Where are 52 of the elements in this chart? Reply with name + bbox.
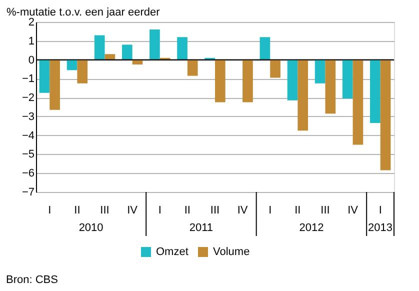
y-tick-label: −3 [22,110,34,123]
bar [94,35,105,60]
bar [150,30,160,60]
x-tick-label: IV [127,204,138,216]
text: Bron: CBS [6,274,58,286]
y-tick-label: −5 [22,148,34,161]
y-tick-label: −4 [22,130,34,142]
y-tick-label: −1 [22,73,34,86]
x-tick-label: I [378,204,382,216]
legend-label: Omzet [156,246,188,258]
y-tick-label: 0 [28,54,34,66]
bar [260,37,270,60]
y-axis-title: %-mutatie t.o.v. een jaar eerder [6,6,160,18]
x-tick-label: II [294,204,301,216]
bar [122,44,132,60]
bar [325,60,336,114]
x-tick-label: II [74,204,80,216]
bar [215,60,226,102]
bar [352,60,364,145]
x-tick-label: II [184,204,191,216]
x-tick-label: IV [237,204,248,216]
bar [270,60,280,78]
y-tick-label: 1 [28,35,34,48]
x-tick-label: III [100,204,110,216]
bar [104,54,116,60]
y-tick-label: −7 [22,186,34,198]
x-tick-label: IV [348,204,359,216]
bar [298,60,308,131]
y-tick-label: −6 [22,168,34,180]
bar [187,60,198,76]
bar [370,60,380,124]
text: 2010 [78,222,104,234]
bar [39,60,50,93]
legend-label: Volume [213,246,250,258]
text: 2013 [368,222,393,234]
x-tick-label: I [158,204,162,216]
text: 2011 [189,222,214,234]
y-tick-label: 2 [28,16,34,28]
x-tick-label: I [268,204,272,216]
x-tick-label: III [210,204,220,216]
bar [380,60,391,170]
bar [77,60,88,84]
y-tick-label: −2 [22,92,34,104]
x-tick-label: I [48,204,52,216]
bar [314,60,326,84]
bar [50,60,60,110]
bar [342,60,353,98]
bar [287,60,298,100]
x-tick-label: III [320,204,330,216]
bar [242,60,253,102]
bar [177,37,188,60]
text: 2012 [299,222,324,234]
